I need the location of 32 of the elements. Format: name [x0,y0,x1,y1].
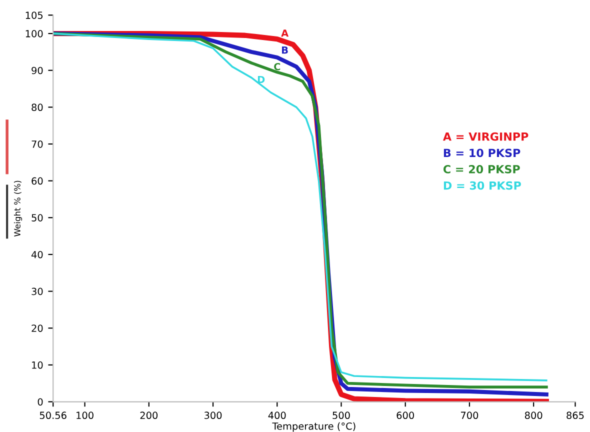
text: A = VIRGINPP [442,132,528,141]
x-tick-label: 50.56 [40,412,66,420]
y-tick-label: 105 [26,12,43,19]
x-tick-label: 400 [268,412,286,420]
y-tick-label: 80 [32,104,43,112]
annotation: C [274,62,280,70]
x-tick-label: 300 [204,412,222,420]
y-tick-label: 10 [32,361,43,369]
annotation: D [258,76,265,84]
text: C = 20 PKSP [443,165,520,174]
y-tick-label: 60 [32,177,43,185]
y-tick-label: 90 [32,66,43,74]
y-tick-label: 100 [26,30,43,38]
x-tick-label: 500 [332,412,350,420]
text: B = 10 PKSP [444,148,520,158]
y-axis-title: Weight % (%) [14,180,22,236]
y-tick-label: 40 [31,250,43,258]
x-axis-title: Temperature (°C) [272,422,356,432]
x-tick-label: 600 [396,412,414,420]
x-tick-label: 865 [566,412,584,420]
y-tick-label: 0 [38,398,43,406]
x-tick-label: 700 [460,412,478,420]
x-tick-label: 200 [140,412,158,420]
x-tick-label: 100 [76,412,94,420]
text: D = 30 PKSP [444,181,521,190]
y-tick-label: 30 [32,288,43,296]
annotation: A [281,30,289,37]
annotation: B [282,46,288,54]
y-tick-label: 20 [32,324,43,332]
y-tick-label: 70 [32,140,43,148]
x-tick-label: 800 [524,412,542,420]
y-tick-label: 50 [32,214,43,222]
